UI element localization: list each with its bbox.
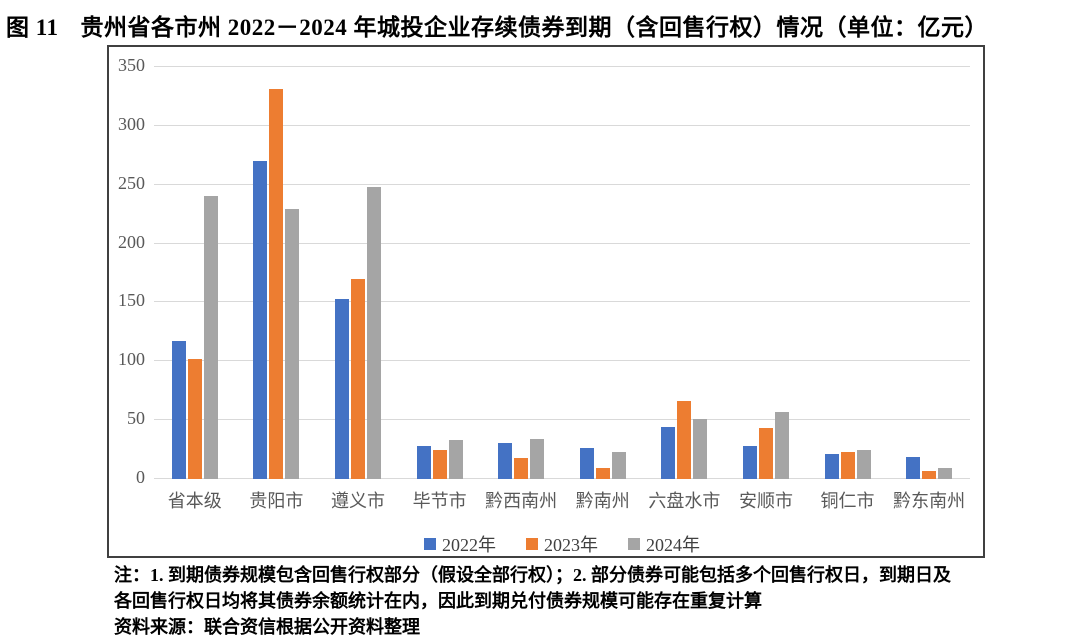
- chart-notes: 注：1. 到期债券规模包含回售行权部分（假设全部行权）；2. 部分债券可能包括多…: [114, 562, 1044, 637]
- legend-swatch-icon: [628, 538, 640, 550]
- bar-遵义市-2022年: [334, 299, 349, 479]
- bar-遵义市-2023年: [350, 279, 365, 479]
- bar-group-省本级: [154, 67, 236, 479]
- chart-title: 图 11 贵州省各市州 2022－2024 年城投企业存续债券到期（含回售行权）情…: [6, 8, 1078, 42]
- bar-毕节市-2023年: [432, 450, 447, 479]
- bar-group-毕节市: [399, 67, 481, 479]
- gridline-0: [154, 478, 970, 479]
- y-tick-label-100: 100: [118, 349, 145, 369]
- source-line: 资料来源：联合资信根据公开资料整理: [114, 617, 420, 637]
- x-tick-label-省本级: 省本级: [167, 491, 222, 511]
- bar-黔南州-2023年: [595, 468, 610, 479]
- gridline-200: [154, 243, 970, 244]
- bar-六盘水市-2022年: [661, 427, 676, 479]
- bar-group-黔西南州: [480, 67, 562, 479]
- x-tick-label-遵义市: 遵义市: [330, 491, 385, 511]
- bar-黔东南州-2024年: [938, 468, 953, 479]
- chart-legend: 2022年 2023年 2024年: [154, 531, 970, 557]
- y-tick-label-150: 150: [118, 290, 145, 310]
- x-tick-label-黔西南州: 黔西南州: [485, 491, 558, 511]
- bar-黔西南州-2024年: [530, 439, 545, 479]
- chart-frame: 0 50 100 150 200 250 300 350 省本级 贵阳市 遵义市 毕节市 黔西南州 黔南…: [107, 45, 985, 558]
- legend-label: 2022年: [442, 535, 496, 555]
- bar-安顺市-2024年: [774, 412, 789, 479]
- y-axis-labels: 0 50 100 150 200 250 300 350: [109, 47, 150, 556]
- bar-黔南州-2024年: [611, 452, 626, 479]
- y-tick-label-350: 350: [118, 55, 145, 75]
- gridline-150: [154, 301, 970, 302]
- bar-groups: [154, 67, 970, 479]
- bar-毕节市-2024年: [448, 440, 463, 479]
- bar-group-铜仁市: [807, 67, 889, 479]
- bar-黔南州-2022年: [579, 448, 594, 479]
- bar-黔东南州-2022年: [906, 457, 921, 479]
- bar-安顺市-2023年: [758, 428, 773, 479]
- bar-安顺市-2022年: [742, 446, 757, 479]
- bar-group-贵阳市: [236, 67, 318, 479]
- bar-铜仁市-2023年: [840, 452, 855, 479]
- bar-铜仁市-2022年: [824, 454, 839, 479]
- bar-省本级-2022年: [171, 341, 186, 479]
- legend-label: 2024年: [646, 535, 700, 555]
- bar-黔西南州-2022年: [498, 443, 513, 479]
- legend-swatch-icon: [424, 538, 436, 550]
- bar-省本级-2023年: [187, 359, 202, 479]
- bar-六盘水市-2023年: [677, 401, 692, 479]
- y-tick-label-200: 200: [118, 232, 145, 252]
- x-tick-label-毕节市: 毕节市: [412, 491, 467, 511]
- legend-label: 2023年: [544, 535, 598, 555]
- bar-毕节市-2022年: [416, 446, 431, 479]
- note-line-2: 各回售行权日均将其债券余额统计在内，因此到期兑付债券规模可能存在重复计算: [114, 591, 762, 611]
- bar-贵阳市-2024年: [285, 209, 300, 479]
- gridline-100: [154, 360, 970, 361]
- legend-item-2023年: 2023年: [526, 531, 598, 557]
- bar-group-安顺市: [725, 67, 807, 479]
- x-tick-label-贵阳市: 贵阳市: [249, 491, 304, 511]
- bar-铜仁市-2024年: [856, 450, 871, 479]
- legend-item-2024年: 2024年: [628, 531, 700, 557]
- x-tick-label-安顺市: 安顺市: [738, 491, 793, 511]
- y-tick-label-0: 0: [136, 467, 145, 487]
- x-tick-label-铜仁市: 铜仁市: [820, 491, 875, 511]
- legend-item-2022年: 2022年: [424, 531, 496, 557]
- x-axis-labels: 省本级 贵阳市 遵义市 毕节市 黔西南州 黔南州 六盘水市 安顺市 铜仁市 黔东南州: [154, 487, 970, 513]
- bar-黔东南州-2023年: [922, 471, 937, 479]
- note-line-1: 注：1. 到期债券规模包含回售行权部分（假设全部行权）；2. 部分债券可能包括多…: [114, 565, 951, 585]
- bar-黔西南州-2023年: [514, 458, 529, 479]
- x-tick-label-六盘水市: 六盘水市: [648, 491, 721, 511]
- x-tick-label-黔东南州: 黔东南州: [893, 491, 966, 511]
- bar-group-六盘水市: [644, 67, 726, 479]
- gridline-300: [154, 125, 970, 126]
- bar-六盘水市-2024年: [693, 419, 708, 479]
- gridlines: [154, 66, 970, 479]
- gridline-350: [154, 66, 970, 67]
- bar-group-黔东南州: [888, 67, 970, 479]
- legend-swatch-icon: [526, 538, 538, 550]
- y-tick-label-300: 300: [118, 114, 145, 134]
- y-tick-label-250: 250: [118, 173, 145, 193]
- y-tick-label-50: 50: [127, 408, 145, 428]
- bar-贵阳市-2023年: [269, 89, 284, 479]
- bar-贵阳市-2022年: [253, 161, 268, 479]
- figure-title-text: 贵州省各市州 2022－2024 年城投企业存续债券到期（含回售行权）情况（单位…: [80, 15, 988, 40]
- x-tick-label-黔南州: 黔南州: [575, 491, 630, 511]
- gridline-50: [154, 419, 970, 420]
- gridline-250: [154, 184, 970, 185]
- figure-label: 图 11: [6, 15, 59, 40]
- bar-group-遵义市: [317, 67, 399, 479]
- bar-遵义市-2024年: [366, 187, 381, 479]
- bar-group-黔南州: [562, 67, 644, 479]
- bar-省本级-2024年: [203, 196, 218, 479]
